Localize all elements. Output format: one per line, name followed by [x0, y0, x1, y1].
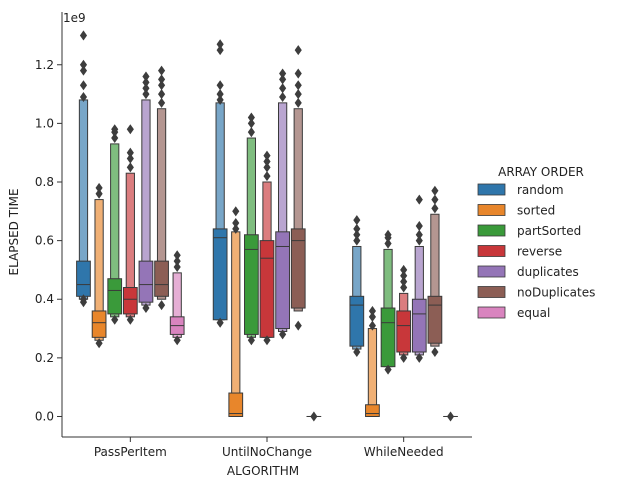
boxen-box — [108, 279, 122, 314]
y-tick-label: 1.0 — [35, 116, 54, 130]
legend-label: noDuplicates — [517, 286, 595, 300]
outlier-point — [369, 306, 375, 315]
legend-label: duplicates — [517, 265, 579, 279]
y-ticks: 0.0 0.2 0.4 0.6 0.8 1.0 1.2 — [35, 58, 62, 424]
outlier-point — [264, 172, 270, 181]
x-tick-label: WhileNeeded — [364, 445, 444, 459]
outlier-point — [127, 163, 133, 172]
outlier-point — [354, 224, 360, 233]
outlier-point — [354, 216, 360, 225]
y-tick-label: 0.2 — [35, 351, 54, 365]
legend-swatch — [478, 287, 505, 298]
outlier-point — [143, 72, 149, 81]
outlier-point — [217, 90, 223, 99]
y-offset-label: 1e9 — [63, 11, 86, 25]
boxen-box — [366, 405, 380, 417]
legend-label: partSorted — [517, 224, 581, 238]
boxen-box — [155, 261, 169, 296]
boxen-box — [260, 241, 274, 338]
outlier-point — [233, 219, 239, 228]
outlier-point — [158, 66, 164, 75]
outlier-point — [295, 81, 301, 90]
boxen-box — [213, 229, 227, 320]
outlier-point — [400, 265, 406, 274]
x-tick-label: PassPerItem — [94, 445, 167, 459]
outlier-point — [416, 230, 422, 239]
outlier-point — [447, 412, 453, 421]
outlier-point — [174, 251, 180, 260]
outlier-point — [295, 69, 301, 78]
boxen-box — [368, 329, 376, 417]
boxen-box — [412, 299, 426, 352]
outlier-point — [158, 90, 164, 99]
outlier-point — [279, 69, 285, 78]
outlier-point — [432, 186, 438, 195]
legend-swatch — [478, 225, 505, 236]
outlier-point — [279, 93, 285, 102]
boxen-box — [232, 232, 240, 417]
outlier-point — [80, 60, 86, 69]
outlier-point — [432, 204, 438, 213]
outlier-point — [127, 148, 133, 157]
outlier-point — [295, 98, 301, 107]
outlier-point — [217, 81, 223, 90]
outlier-point — [264, 151, 270, 160]
x-ticks: PassPerItem UntilNoChange WhileNeeded — [94, 437, 444, 459]
legend-items: random sorted partSorted reverse duplicates n… — [478, 183, 595, 320]
y-tick-label: 0.8 — [35, 175, 54, 189]
boxen-box — [139, 261, 153, 302]
boxen-box — [397, 311, 411, 352]
boxen-box — [381, 308, 395, 367]
x-axis-label: ALGORITHM — [227, 464, 299, 478]
outlier-point — [96, 183, 102, 192]
legend-label: equal — [517, 306, 550, 320]
outlier-point — [158, 75, 164, 84]
y-tick-label: 0.6 — [35, 234, 54, 248]
legend-swatch — [478, 266, 505, 277]
outlier-point — [158, 301, 164, 310]
legend-label: reverse — [517, 245, 562, 259]
boxen-box — [77, 261, 91, 296]
y-tick-label: 1.2 — [35, 58, 54, 72]
outlier-point — [432, 195, 438, 204]
legend-swatch — [478, 184, 505, 195]
boxen-box — [350, 296, 364, 346]
plot-area — [77, 31, 458, 421]
outlier-point — [217, 40, 223, 49]
outlier-point — [80, 31, 86, 40]
y-tick-label: 0.0 — [35, 409, 54, 423]
legend-swatch — [478, 307, 505, 318]
outlier-point — [295, 321, 301, 330]
outlier-point — [80, 81, 86, 90]
legend: ARRAY ORDER random sorted partSorted revers… — [478, 165, 595, 320]
outlier-point — [295, 90, 301, 99]
outlier-point — [295, 46, 301, 55]
y-axis-label: ELAPSED TIME — [7, 188, 21, 275]
legend-swatch — [478, 246, 505, 257]
y-tick-label: 0.4 — [35, 292, 54, 306]
legend-label: sorted — [517, 204, 555, 218]
legend-label: random — [517, 183, 564, 197]
x-tick-label: UntilNoChange — [222, 445, 312, 459]
boxen-box — [229, 393, 243, 416]
outlier-point — [416, 195, 422, 204]
outlier-point — [311, 412, 317, 421]
outlier-point — [248, 128, 254, 137]
outlier-point — [158, 98, 164, 107]
outlier-point — [279, 84, 285, 93]
outlier-point — [127, 125, 133, 134]
outlier-point — [432, 348, 438, 357]
outlier-point — [233, 207, 239, 216]
boxen-box — [92, 311, 106, 337]
boxen-box — [428, 296, 442, 343]
boxen-box — [123, 288, 137, 314]
outlier-point — [248, 113, 254, 122]
legend-swatch — [478, 205, 505, 216]
outlier-point — [416, 221, 422, 230]
legend-title: ARRAY ORDER — [498, 165, 584, 179]
